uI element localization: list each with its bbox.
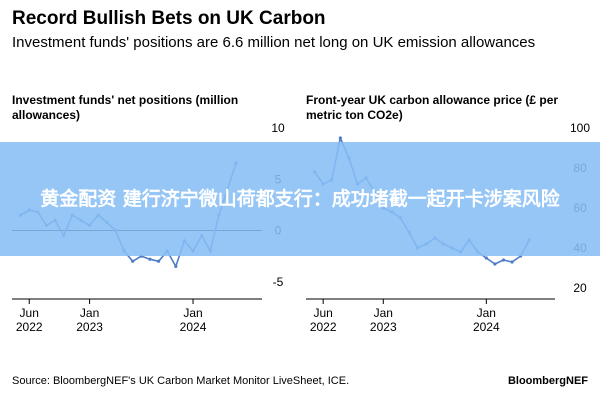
source-note: Source: BloombergNEF's UK Carbon Market … [12, 375, 350, 387]
chart-subtitle: Investment funds' positions are 6.6 mill… [12, 34, 536, 51]
x-tick-label: Jun 2022 [310, 306, 337, 334]
x-tick-label: Jun 2022 [16, 306, 43, 334]
promo-overlay-banner: 黄金配资 建行济宁微山荷都支行：成功堵截一起开卡涉案风险 [0, 142, 600, 256]
data-point [501, 258, 506, 262]
x-tick-label: Jan 2024 [473, 306, 500, 334]
data-point [148, 257, 152, 261]
data-point [131, 259, 135, 263]
data-point [338, 136, 342, 140]
data-point [510, 260, 514, 264]
y-tick-label: -5 [273, 275, 284, 289]
data-point [493, 262, 497, 266]
data-point [156, 259, 161, 263]
x-tick-label: Jan 2023 [76, 306, 103, 334]
right-chart-title: Front-year UK carbon allowance price (£ … [306, 93, 559, 122]
y-tick-label: 100 [570, 121, 590, 135]
left-chart-title: Investment funds' net positions (million… [12, 93, 239, 122]
x-tick-label: Jan 2023 [370, 306, 397, 334]
y-tick-label: 20 [573, 281, 587, 295]
brand-logo-text: BloombergNEF [507, 375, 588, 387]
data-point [484, 256, 488, 260]
overlay-text: 黄金配资 建行济宁微山荷都支行：成功堵截一起开卡涉案风险 [40, 188, 560, 210]
x-tick-label: Jan 2024 [180, 306, 207, 334]
data-point [174, 264, 178, 268]
y-tick-label: 10 [271, 121, 285, 135]
chart-main-title: Record Bullish Bets on UK Carbon [12, 8, 326, 29]
